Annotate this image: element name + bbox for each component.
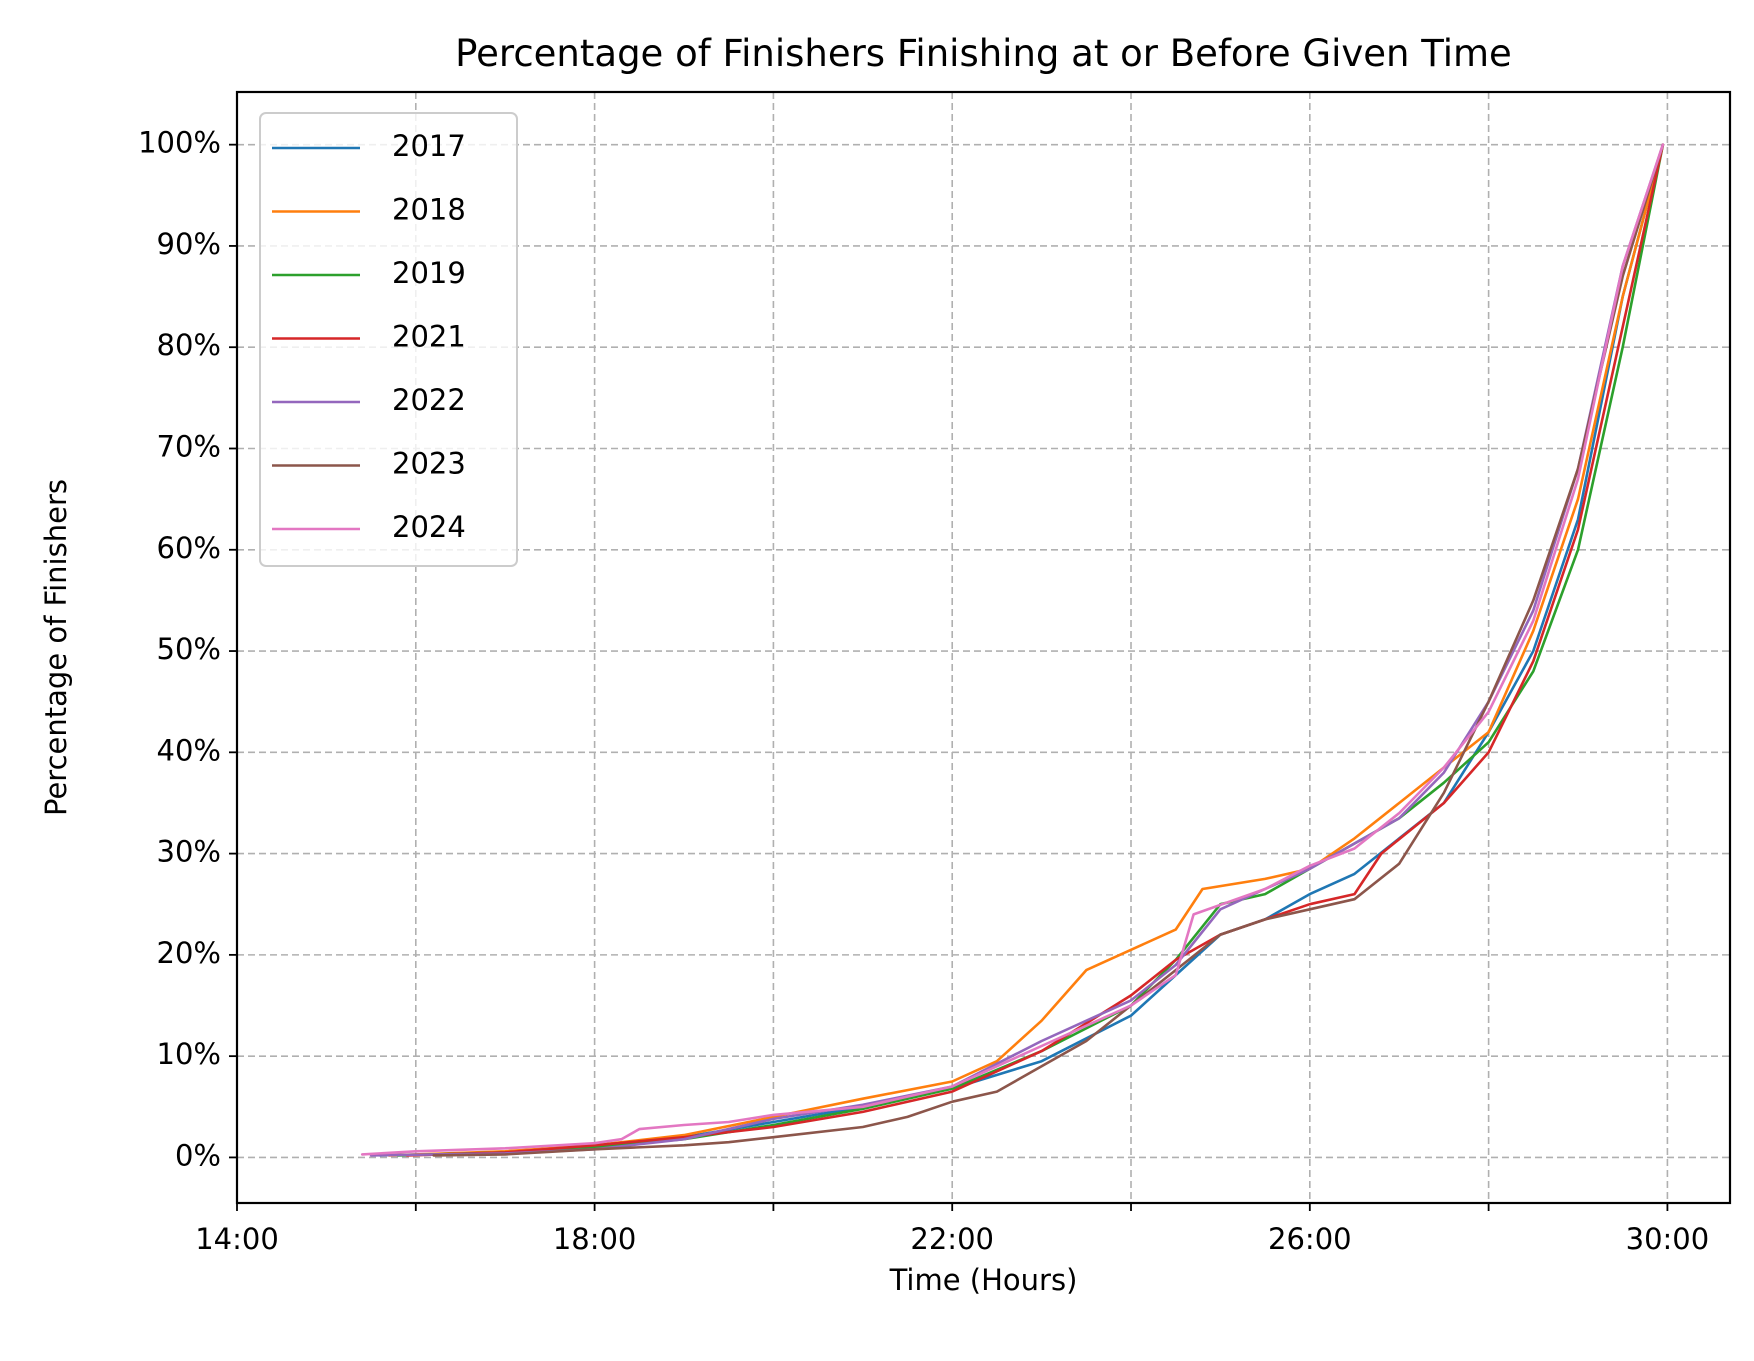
x-tick-label: 30:00 bbox=[1626, 1222, 1710, 1256]
y-tick-label: 90% bbox=[157, 227, 221, 261]
legend-box bbox=[259, 112, 518, 567]
x-tick-label: 14:00 bbox=[195, 1222, 279, 1256]
series-line-2022 bbox=[369, 143, 1665, 1157]
y-tick-label: 80% bbox=[157, 328, 221, 362]
series-line-2024 bbox=[360, 143, 1665, 1156]
y-axis: 0% 10% 20% 30% 40% 50% 60% 70% 80% 90% 100% bbox=[138, 126, 237, 1172]
y-tick-label: 100% bbox=[138, 126, 221, 160]
legend: 2017 2018 2019 2021 2022 2023 2024 bbox=[259, 112, 518, 567]
plot-frame bbox=[235, 90, 1732, 1205]
legend-label-2019: 2019 bbox=[392, 256, 466, 290]
x-tick-label: 18:00 bbox=[553, 1222, 637, 1256]
x-axis: 14:00 18:00 22:00 26:00 30:00 bbox=[195, 1203, 1709, 1256]
y-tick-label: 10% bbox=[157, 1037, 221, 1071]
legend-label-2021: 2021 bbox=[392, 320, 466, 354]
x-tick-label: 22:00 bbox=[910, 1222, 994, 1256]
x-axis-label: Time (Hours) bbox=[889, 1263, 1078, 1297]
legend-label-2023: 2023 bbox=[392, 447, 466, 481]
y-tick-label: 50% bbox=[157, 632, 221, 666]
chart-title: Percentage of Finishers Finishing at or … bbox=[455, 32, 1512, 75]
y-tick-label: 30% bbox=[157, 835, 221, 869]
y-tick-label: 70% bbox=[157, 429, 221, 463]
x-tick-label: 26:00 bbox=[1268, 1222, 1352, 1256]
y-tick-label: 0% bbox=[175, 1138, 221, 1172]
legend-label-2022: 2022 bbox=[392, 383, 466, 417]
y-axis-label: Percentage of Finishers bbox=[39, 479, 73, 816]
y-tick-label: 60% bbox=[157, 531, 221, 565]
legend-label-2018: 2018 bbox=[392, 193, 466, 227]
series-group bbox=[360, 143, 1665, 1157]
y-tick-label: 20% bbox=[157, 936, 221, 970]
y-tick-label: 40% bbox=[157, 733, 221, 767]
series-line-2018 bbox=[387, 143, 1665, 1157]
legend-label-2017: 2017 bbox=[392, 129, 466, 163]
legend-label-2024: 2024 bbox=[392, 510, 466, 544]
